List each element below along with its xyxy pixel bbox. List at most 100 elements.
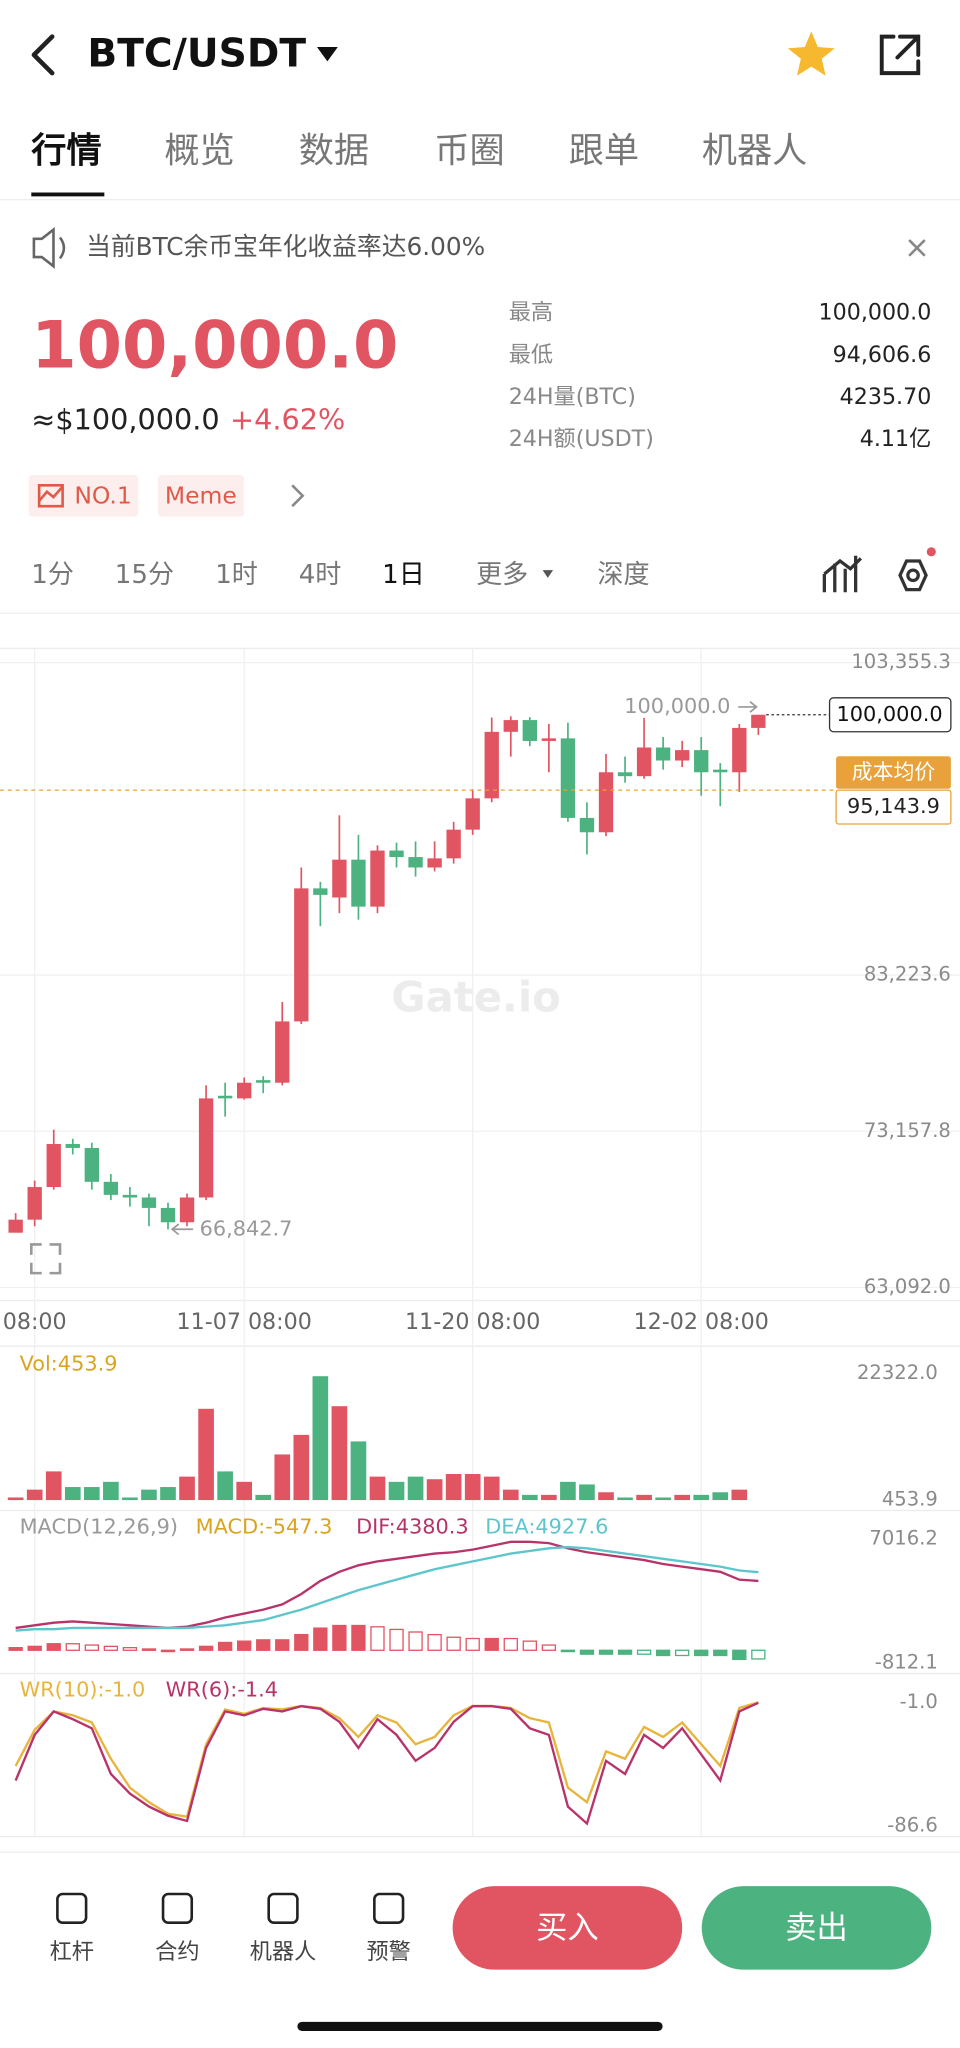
notice-text[interactable]: 当前BTC余币宝年化收益率达6.00%	[86, 232, 485, 261]
stat-value: 4235.70	[840, 384, 932, 410]
toolbar-label[interactable]: 合约	[155, 1939, 199, 1965]
badge-bg	[157, 474, 244, 517]
close-notice[interactable]	[908, 239, 926, 257]
favorite-star[interactable]	[787, 31, 835, 76]
x-tick-label: 12-02 08:00	[634, 1309, 769, 1335]
macd-bar	[122, 1647, 138, 1651]
buy-label[interactable]: 买入	[536, 1910, 599, 1946]
volume-title: Vol:453.9	[20, 1351, 118, 1375]
candle-body	[217, 1095, 233, 1099]
volume-bar	[293, 1434, 310, 1501]
y-tick-label: -812.1	[875, 1651, 938, 1674]
toolbar-icon[interactable]	[56, 1892, 88, 1925]
interval[interactable]: 1时	[215, 560, 258, 590]
volume-bar	[160, 1487, 176, 1501]
macd-bar	[217, 1641, 233, 1651]
volume-bar	[445, 1474, 462, 1501]
candle-body	[655, 747, 671, 761]
toolbar-label[interactable]: 机器人	[250, 1939, 316, 1965]
tab[interactable]: 行情	[31, 131, 101, 172]
volume-bar	[84, 1487, 100, 1501]
macd-bar	[84, 1644, 100, 1651]
badge-more[interactable]	[291, 484, 305, 508]
candle-body	[503, 720, 518, 732]
candle-body	[370, 850, 385, 907]
tab[interactable]: 机器人	[702, 131, 808, 172]
macd-bar	[179, 1648, 195, 1651]
toolbar-label[interactable]: 杠杆	[50, 1939, 94, 1965]
buy-button[interactable]	[452, 1886, 683, 1970]
volume-bar	[236, 1481, 252, 1501]
macd-bar	[332, 1624, 347, 1651]
volume-bar	[541, 1494, 557, 1501]
wr-line	[14, 1701, 759, 1826]
interval[interactable]: 15分	[115, 560, 174, 590]
candle-body	[179, 1197, 195, 1223]
macd-bar	[675, 1649, 690, 1657]
fullscreen-button[interactable]	[30, 1243, 62, 1275]
sell-button[interactable]	[701, 1886, 932, 1970]
home-indicator	[297, 2021, 663, 2031]
volume-bar	[103, 1481, 119, 1501]
candle-body	[141, 1197, 157, 1208]
x-tick-label: 11-07 08:00	[177, 1309, 312, 1335]
volume-bar	[198, 1408, 214, 1501]
candle-body	[351, 859, 366, 907]
volume-bar	[331, 1406, 348, 1501]
volume-bar	[255, 1494, 272, 1501]
volume-bar	[7, 1497, 24, 1501]
badge-rank[interactable]: NO.1	[74, 482, 131, 510]
tab[interactable]: 币圈	[434, 131, 504, 172]
tab[interactable]: 概览	[164, 131, 234, 172]
volume-bar	[274, 1454, 291, 1501]
speaker-icon	[32, 226, 66, 269]
y-tick-label: 103,355.3	[851, 650, 950, 673]
share-button[interactable]	[879, 34, 921, 76]
legend-entry: WR(10):-1.0	[20, 1678, 146, 1702]
legend-entry: MACD:-547.3	[196, 1514, 333, 1538]
chart-area: 08:00 11-07 08:00 11-20 08:00 12-02 08:00 Ga…	[0, 647, 960, 1838]
interval[interactable]: 更多	[476, 560, 528, 590]
pair-dropdown[interactable]	[316, 47, 338, 62]
volume-bar	[141, 1489, 157, 1501]
interval[interactable]: 深度	[597, 560, 649, 590]
interval[interactable]: 1分	[31, 560, 74, 590]
macd-bar	[713, 1649, 728, 1657]
pair-title[interactable]: BTC/USDT	[87, 32, 306, 77]
candle-body	[465, 798, 480, 830]
back-button[interactable]	[31, 34, 55, 76]
legend-entry: WR(6):-1.4	[166, 1678, 278, 1702]
candle-body	[103, 1181, 119, 1195]
more-caret	[542, 570, 554, 578]
volume-bar	[369, 1476, 386, 1501]
sell-label[interactable]: 卖出	[785, 1910, 848, 1946]
candle-body	[484, 731, 499, 799]
candle-body	[427, 858, 442, 868]
tab[interactable]: 跟单	[569, 131, 639, 172]
toolbar-label[interactable]: 预警	[367, 1939, 411, 1965]
macd-bar	[27, 1645, 42, 1651]
interval[interactable]: 1日	[382, 560, 425, 590]
macd-bar	[579, 1649, 595, 1655]
toolbar-icon[interactable]	[161, 1892, 194, 1925]
volume-bar	[217, 1471, 233, 1501]
cost-value: 95,143.9	[847, 794, 940, 818]
badge-tag[interactable]: Meme	[165, 482, 237, 510]
tab[interactable]: 数据	[299, 131, 369, 172]
volume-bar	[179, 1476, 195, 1501]
stat-label: 最低	[509, 342, 553, 368]
stat-value: 100,000.0	[819, 300, 932, 326]
settings-button[interactable]	[898, 559, 928, 592]
y-tick-label: 453.9	[882, 1488, 938, 1511]
candle-body	[636, 747, 652, 777]
toolbar-icon[interactable]	[267, 1892, 299, 1925]
y-tick-label: 73,157.8	[864, 1119, 951, 1142]
volume-bar	[693, 1494, 710, 1501]
interval[interactable]: 4时	[299, 560, 342, 590]
toolbar-icon[interactable]	[373, 1892, 405, 1925]
watermark: Gate.io	[391, 973, 560, 1022]
macd-bar	[198, 1645, 214, 1651]
volume-bar	[407, 1476, 424, 1501]
indicator-button[interactable]	[822, 555, 863, 593]
stat-label: 24H额(USDT)	[509, 426, 654, 452]
